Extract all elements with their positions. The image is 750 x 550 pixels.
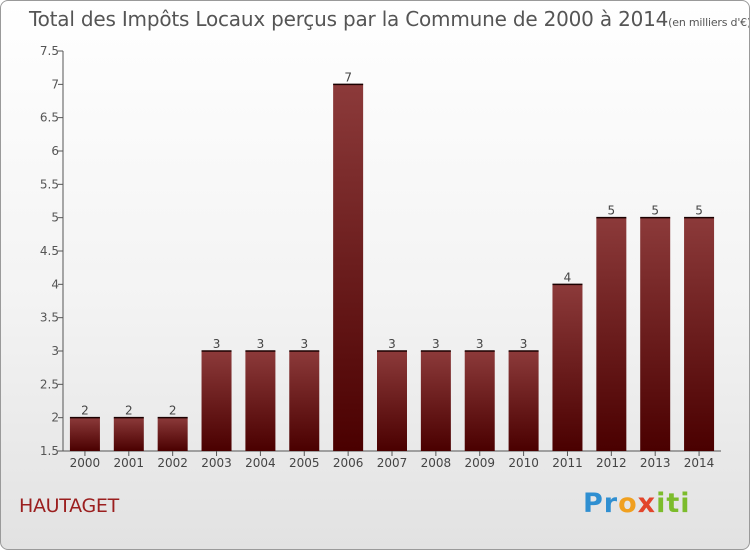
bar-data-label: 3 xyxy=(300,337,308,351)
x-axis-labels: 2000 2001 2002 2003 2004 2005 2006 2007 2008 2009… xyxy=(70,451,715,470)
bar-data-label: 5 xyxy=(695,204,703,218)
x-tick-label: 2002 xyxy=(157,456,188,470)
bar xyxy=(464,351,495,451)
bar xyxy=(289,351,320,451)
y-axis-ticks: 1.5 2 2.5 3 3.5 4 4.5 5 5.5 6 6.5 7 7.5 xyxy=(40,44,63,458)
bar xyxy=(684,217,715,451)
bar xyxy=(596,217,627,451)
x-tick-label: 2014 xyxy=(684,456,715,470)
bar xyxy=(245,351,276,451)
y-tick-label: 6 xyxy=(51,144,59,158)
bar-data-label: 3 xyxy=(520,337,528,351)
y-tick-label: 1.5 xyxy=(40,444,59,458)
y-tick-label: 2.5 xyxy=(40,377,59,391)
bar-data-label: 3 xyxy=(257,337,265,351)
logo-part-4: iti xyxy=(656,488,691,519)
bar-data-label: 7 xyxy=(344,70,352,84)
bar-data-label: 3 xyxy=(476,337,484,351)
y-tick-label: 7 xyxy=(51,77,59,91)
y-tick-label: 3 xyxy=(51,344,59,358)
bar-data-label: 3 xyxy=(432,337,440,351)
bar-data-label: 2 xyxy=(169,404,177,418)
x-tick-label: 2006 xyxy=(333,456,364,470)
y-tick-label: 2 xyxy=(51,411,59,425)
x-tick-label: 2008 xyxy=(421,456,452,470)
bar xyxy=(640,217,671,451)
x-tick-label: 2012 xyxy=(596,456,627,470)
x-tick-label: 2003 xyxy=(201,456,232,470)
bar-data-label: 3 xyxy=(388,337,396,351)
bar xyxy=(377,351,407,451)
chart-unit-label: (en milliers d'€) xyxy=(668,16,750,29)
bar xyxy=(333,84,364,451)
y-tick-label: 5 xyxy=(51,211,59,225)
x-tick-label: 2001 xyxy=(114,456,145,470)
x-tick-label: 2004 xyxy=(245,456,276,470)
x-tick-label: 2011 xyxy=(552,456,583,470)
bar-series: 2 2 2 3 3 3 7 3 3 3 3 4 5 5 5 xyxy=(69,70,715,451)
proxiti-logo[interactable]: Proxiti xyxy=(583,488,691,519)
bar-data-label: 5 xyxy=(651,204,659,218)
x-tick-label: 2007 xyxy=(377,456,408,470)
bar xyxy=(113,417,144,451)
bar xyxy=(420,351,451,451)
logo-part-3: x xyxy=(637,488,657,519)
x-tick-label: 2013 xyxy=(640,456,671,470)
bar-data-label: 2 xyxy=(125,404,133,418)
x-tick-label: 2005 xyxy=(289,456,320,470)
commune-name: HAUTAGET xyxy=(19,495,119,517)
bar xyxy=(201,351,232,451)
x-tick-label: 2000 xyxy=(70,456,101,470)
chart-title-text: Total des Impôts Locaux perçus par la Co… xyxy=(29,7,669,31)
bar-data-label: 3 xyxy=(213,337,221,351)
y-tick-label: 6.5 xyxy=(40,111,59,125)
chart-title: Total des Impôts Locaux perçus par la Co… xyxy=(29,7,750,31)
y-tick-label: 3.5 xyxy=(40,311,59,325)
y-tick-label: 4.5 xyxy=(40,244,59,258)
bar xyxy=(157,417,188,451)
x-tick-label: 2009 xyxy=(464,456,495,470)
bar xyxy=(552,284,583,451)
y-tick-label: 4 xyxy=(51,277,59,291)
bar-data-label: 2 xyxy=(81,404,89,418)
logo-part-1: Pr xyxy=(583,488,619,519)
y-tick-label: 5.5 xyxy=(40,177,59,191)
logo-part-2: o xyxy=(618,488,638,519)
y-tick-label: 7.5 xyxy=(40,44,59,58)
x-tick-label: 2010 xyxy=(508,456,539,470)
bar-data-label: 5 xyxy=(608,204,616,218)
bar-data-label: 4 xyxy=(564,270,572,284)
bar xyxy=(508,351,539,451)
bar xyxy=(69,417,100,451)
